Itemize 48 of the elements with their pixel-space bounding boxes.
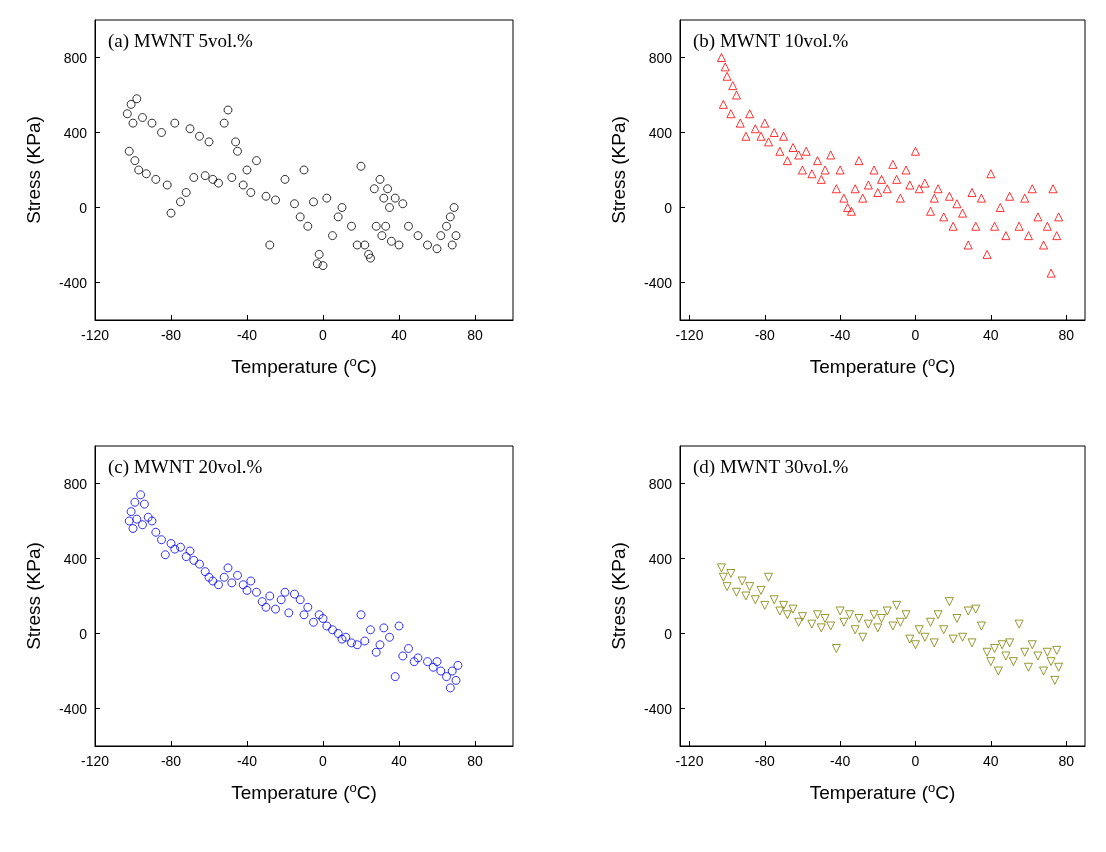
x-tick-label: -120 <box>80 327 110 343</box>
y-tick-label: 400 <box>63 124 88 141</box>
x-tick-label: 0 <box>319 753 328 769</box>
x-tick-label: 80 <box>467 753 483 769</box>
y-tick-label: 400 <box>648 550 673 567</box>
x-tick-label: 0 <box>319 327 328 343</box>
x-tick-label: 0 <box>911 753 920 769</box>
x-tick-label: 40 <box>983 753 999 769</box>
x-tick-label: 0 <box>911 327 920 343</box>
y-tick-label: -400 <box>643 274 673 291</box>
y-tick-label: -400 <box>58 700 88 717</box>
x-tick-label: -80 <box>160 327 182 343</box>
y-axis-title: Stress (KPa) <box>608 542 629 650</box>
x-tick-label: 80 <box>1058 327 1075 343</box>
text: (a) MWNT 5vol.% <box>108 30 253 52</box>
x-tick-label: -120 <box>675 327 704 343</box>
y-tick-label: 800 <box>648 49 673 66</box>
y-axis-title: Stress (KPa) <box>23 116 44 224</box>
x-tick-label: -120 <box>675 753 704 769</box>
y-tick-label: 0 <box>79 199 88 216</box>
x-tick-label: -40 <box>830 327 851 343</box>
y-tick-label: -400 <box>58 274 88 291</box>
x-tick-label: -40 <box>236 753 258 769</box>
x-tick-label: 80 <box>1058 753 1075 769</box>
x-tick-label: 80 <box>467 327 483 343</box>
x-tick-label: -120 <box>80 753 110 769</box>
y-tick-label: 0 <box>664 625 673 642</box>
y-tick-label: 400 <box>63 550 88 567</box>
y-tick-label: 0 <box>664 199 673 216</box>
x-tick-label: 40 <box>983 327 999 343</box>
x-tick-label: -80 <box>160 753 182 769</box>
x-tick-label: 40 <box>391 327 407 343</box>
y-tick-label: 400 <box>648 124 673 141</box>
y-tick-label: 0 <box>79 625 88 642</box>
y-tick-label: 800 <box>63 49 88 66</box>
y-tick-label: -400 <box>643 700 673 717</box>
x-tick-label: -40 <box>236 327 258 343</box>
x-tick-label: -80 <box>754 753 776 769</box>
y-tick-label: 800 <box>648 475 673 492</box>
y-axis-title: Stress (KPa) <box>608 116 629 224</box>
x-tick-label: 40 <box>391 753 407 769</box>
y-axis-title: Stress (KPa) <box>23 542 44 650</box>
y-tick-label: 800 <box>63 475 88 492</box>
x-tick-label: -40 <box>830 753 851 769</box>
text: (c) MWNT 20vol.% <box>108 456 263 478</box>
text: (d) MWNT 30vol.% <box>693 456 849 478</box>
x-tick-label: -80 <box>754 327 776 343</box>
text: (b) MWNT 10vol.% <box>693 30 849 52</box>
